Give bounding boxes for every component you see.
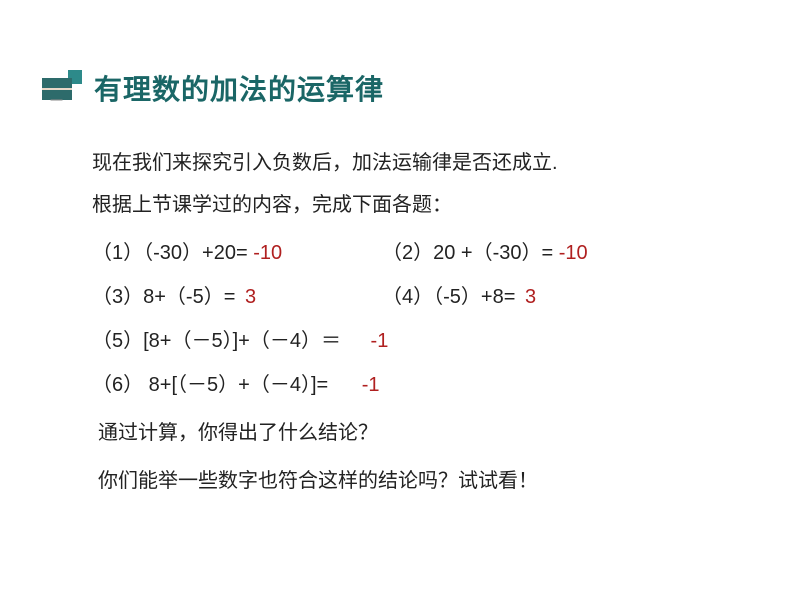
section-title: 有理数的加法的运算律 (94, 68, 384, 108)
problem-label: （6） 8+[（－5）+（－4）]= (92, 374, 328, 396)
problem-answer: -10 (253, 242, 282, 264)
problem-label: （5）[8+（－5）]+（－4）＝ (92, 330, 341, 352)
problem-row-3: （5）[8+（－5）]+（－4）＝ -1 (92, 326, 754, 356)
problem-row-1: （1）（-30）+20= -10 （2）20 +（-30）= -10 (92, 238, 754, 268)
problem-answer: -1 (371, 330, 389, 352)
problem-2: （2）20 +（-30）= -10 (382, 238, 754, 268)
problem-label: （4）（-5）+8= (382, 286, 515, 308)
problem-label: （2）20 +（-30）= (382, 242, 553, 264)
intro-line-1: 现在我们来探究引入负数后，加法运输律是否还成立. (92, 148, 754, 178)
question-2: 你们能举一些数字也符合这样的结论吗？试试看！ (98, 466, 754, 496)
question-1: 通过计算，你得出了什么结论？ (98, 418, 754, 448)
section-header: 一 有理数的加法的运算律 (42, 68, 384, 108)
header-decoration: 一 (42, 70, 82, 106)
problem-4: （4）（-5）+8= 3 (382, 282, 754, 312)
problem-answer: 3 (525, 286, 536, 308)
problem-row-4: （6） 8+[（－5）+（－4）]= -1 (92, 370, 754, 400)
problem-answer: -10 (559, 242, 588, 264)
intro-line-2: 根据上节课学过的内容，完成下面各题： (92, 190, 754, 220)
problem-label: （1）（-30）+20= (92, 242, 248, 264)
problem-answer: 3 (245, 286, 256, 308)
problem-1: （1）（-30）+20= -10 (92, 238, 382, 268)
problem-3: （3）8+（-5）= 3 (92, 282, 382, 312)
problem-row-2: （3）8+（-5）= 3 （4）（-5）+8= 3 (92, 282, 754, 312)
problem-6: （6） 8+[（－5）+（－4）]= -1 (92, 370, 380, 400)
problem-5: （5）[8+（－5）]+（－4）＝ -1 (92, 326, 388, 356)
problem-answer: -1 (362, 374, 380, 396)
content-area: 现在我们来探究引入负数后，加法运输律是否还成立. 根据上节课学过的内容，完成下面… (92, 148, 754, 510)
section-ordinal: 一 (50, 90, 63, 109)
problem-label: （3）8+（-5）= (92, 286, 235, 308)
